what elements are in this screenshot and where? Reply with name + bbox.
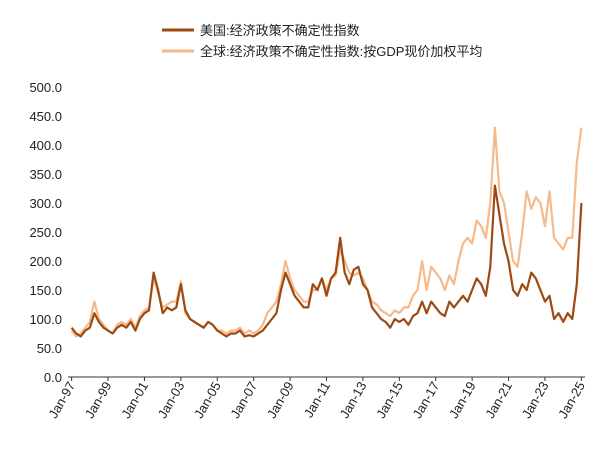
x-tick-label: Jan-19 [446, 379, 479, 421]
y-tick-label: 100.0 [29, 312, 62, 327]
legend-label-global: 全球:经济政策不确定性指数:按GDP现价加权平均 [200, 44, 482, 59]
series-line-global [70, 126, 583, 338]
y-tick-label: 0.0 [44, 370, 62, 385]
y-tick-label: 250.0 [29, 225, 62, 240]
y-tick-label: 200.0 [29, 254, 62, 269]
y-tick-label: 500.0 [29, 80, 62, 95]
y-tick-label: 150.0 [29, 283, 62, 298]
x-tick-label: Jan-05 [191, 379, 224, 421]
legend: 美国:经济政策不确定性指数 全球:经济政策不确定性指数:按GDP现价加权平均 [162, 23, 482, 59]
x-tick-label: Jan-97 [45, 379, 78, 421]
y-tick-label: 50.0 [37, 341, 62, 356]
x-tick-label: Jan-23 [519, 379, 552, 421]
x-tick-label: Jan-25 [555, 379, 588, 421]
x-tick-label: Jan-21 [482, 379, 515, 421]
y-tick-label: 350.0 [29, 167, 62, 182]
x-tick-label: Jan-09 [264, 379, 297, 421]
y-tick-label: 450.0 [29, 109, 62, 124]
x-tick-label: Jan-01 [118, 379, 151, 421]
x-tick-label: Jan-07 [227, 379, 260, 421]
x-tick-label: Jan-03 [155, 379, 188, 421]
x-tick-label: Jan-15 [373, 379, 406, 421]
series-line-us [70, 184, 583, 338]
legend-label-us: 美国:经济政策不确定性指数 [200, 23, 360, 38]
x-tick-label: Jan-17 [409, 379, 442, 421]
y-tick-label: 300.0 [29, 196, 62, 211]
x-tick-label: Jan-99 [82, 379, 115, 421]
x-tick-label: Jan-11 [301, 379, 333, 420]
x-tick-label: Jan-13 [337, 379, 370, 421]
y-tick-label: 400.0 [29, 138, 62, 153]
